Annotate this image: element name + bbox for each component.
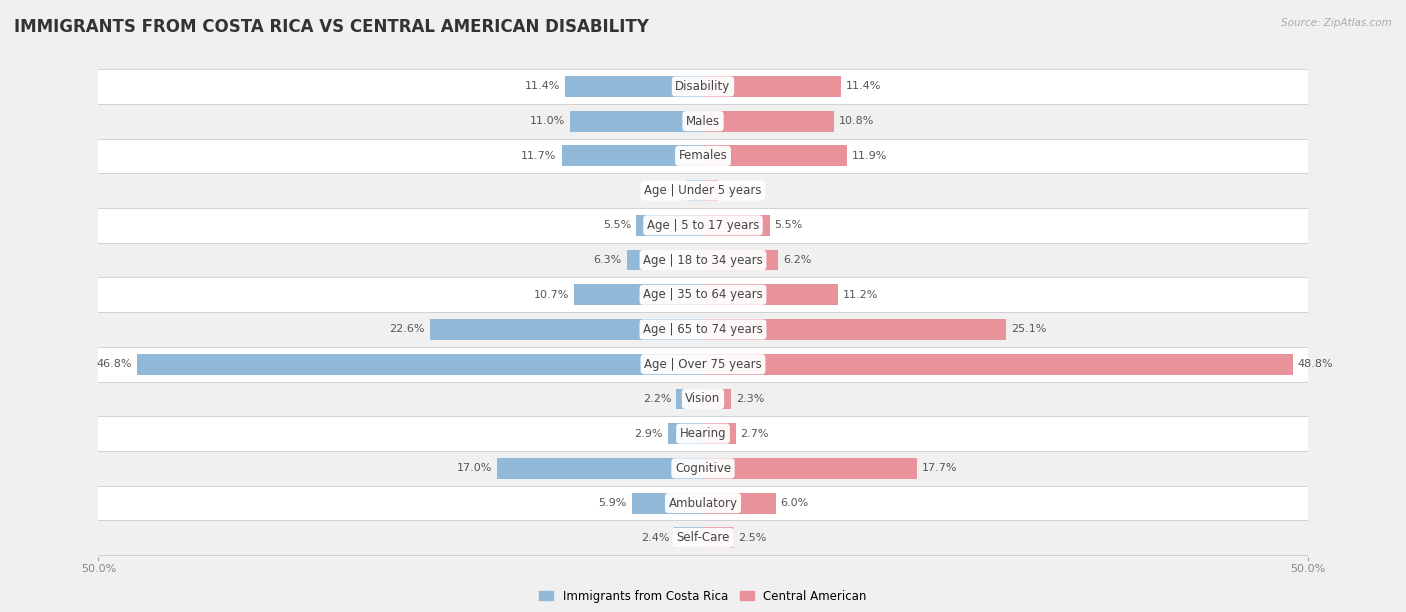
Bar — [430, 319, 703, 340]
Bar — [637, 215, 703, 236]
Text: Age | 35 to 64 years: Age | 35 to 64 years — [643, 288, 763, 301]
Bar — [138, 354, 703, 375]
Bar — [703, 215, 769, 236]
Text: Age | 5 to 17 years: Age | 5 to 17 years — [647, 219, 759, 232]
Bar — [98, 347, 1308, 381]
Text: 17.7%: 17.7% — [922, 463, 957, 473]
Text: 1.3%: 1.3% — [654, 185, 682, 196]
Bar — [561, 146, 703, 166]
Text: Self-Care: Self-Care — [676, 531, 730, 544]
Text: Disability: Disability — [675, 80, 731, 93]
Bar — [498, 458, 703, 479]
Bar — [673, 528, 703, 548]
Text: Males: Males — [686, 114, 720, 128]
Text: 2.4%: 2.4% — [641, 533, 669, 543]
Bar — [703, 250, 778, 271]
Text: Age | Over 75 years: Age | Over 75 years — [644, 357, 762, 371]
Bar — [98, 486, 1308, 520]
Text: 46.8%: 46.8% — [97, 359, 132, 369]
Bar — [703, 354, 1294, 375]
Text: Hearing: Hearing — [679, 427, 727, 440]
Bar — [98, 69, 1308, 104]
Text: 22.6%: 22.6% — [389, 324, 425, 335]
Bar — [627, 250, 703, 271]
Bar — [703, 180, 717, 201]
Text: 48.8%: 48.8% — [1298, 359, 1333, 369]
Bar — [668, 424, 703, 444]
Bar — [703, 493, 776, 513]
Bar — [98, 312, 1308, 347]
Bar — [703, 285, 838, 305]
Bar — [703, 389, 731, 409]
Bar — [703, 458, 917, 479]
Text: 11.0%: 11.0% — [530, 116, 565, 126]
Text: Age | 18 to 34 years: Age | 18 to 34 years — [643, 253, 763, 267]
Text: Source: ZipAtlas.com: Source: ZipAtlas.com — [1281, 18, 1392, 28]
Bar — [98, 277, 1308, 312]
Text: Ambulatory: Ambulatory — [668, 496, 738, 510]
Bar — [98, 208, 1308, 243]
Bar — [688, 180, 703, 201]
Text: IMMIGRANTS FROM COSTA RICA VS CENTRAL AMERICAN DISABILITY: IMMIGRANTS FROM COSTA RICA VS CENTRAL AM… — [14, 18, 650, 36]
Text: Age | Under 5 years: Age | Under 5 years — [644, 184, 762, 197]
Bar — [98, 381, 1308, 416]
Text: 1.2%: 1.2% — [723, 185, 751, 196]
Text: 6.0%: 6.0% — [780, 498, 808, 508]
Text: Females: Females — [679, 149, 727, 162]
Text: 5.9%: 5.9% — [599, 498, 627, 508]
Bar — [703, 319, 1007, 340]
Text: 11.7%: 11.7% — [522, 151, 557, 161]
Bar — [98, 138, 1308, 173]
Bar — [703, 146, 846, 166]
Bar — [98, 104, 1308, 138]
Text: 2.5%: 2.5% — [738, 533, 766, 543]
Bar — [574, 285, 703, 305]
Bar — [98, 416, 1308, 451]
Legend: Immigrants from Costa Rica, Central American: Immigrants from Costa Rica, Central Amer… — [534, 585, 872, 607]
Bar — [98, 520, 1308, 555]
Text: Vision: Vision — [685, 392, 721, 405]
Bar — [98, 243, 1308, 277]
Text: 17.0%: 17.0% — [457, 463, 492, 473]
Text: 5.5%: 5.5% — [775, 220, 803, 230]
Text: 2.3%: 2.3% — [735, 394, 763, 404]
Text: 5.5%: 5.5% — [603, 220, 631, 230]
Text: 10.8%: 10.8% — [838, 116, 873, 126]
Text: 25.1%: 25.1% — [1011, 324, 1046, 335]
Text: 2.9%: 2.9% — [634, 428, 664, 439]
Bar — [631, 493, 703, 513]
Bar — [565, 76, 703, 97]
Bar — [98, 173, 1308, 208]
Bar — [676, 389, 703, 409]
Bar — [703, 528, 734, 548]
Bar — [703, 424, 735, 444]
Text: 11.9%: 11.9% — [852, 151, 887, 161]
Text: Age | 65 to 74 years: Age | 65 to 74 years — [643, 323, 763, 336]
Bar — [703, 111, 834, 132]
Bar — [569, 111, 703, 132]
Text: Cognitive: Cognitive — [675, 462, 731, 475]
Text: 6.3%: 6.3% — [593, 255, 621, 265]
Text: 10.7%: 10.7% — [533, 289, 569, 300]
Bar — [703, 76, 841, 97]
Text: 2.7%: 2.7% — [741, 428, 769, 439]
Text: 2.2%: 2.2% — [643, 394, 672, 404]
Text: 6.2%: 6.2% — [783, 255, 811, 265]
Bar — [98, 451, 1308, 486]
Text: 11.4%: 11.4% — [845, 81, 882, 91]
Text: 11.4%: 11.4% — [524, 81, 561, 91]
Text: 11.2%: 11.2% — [844, 289, 879, 300]
